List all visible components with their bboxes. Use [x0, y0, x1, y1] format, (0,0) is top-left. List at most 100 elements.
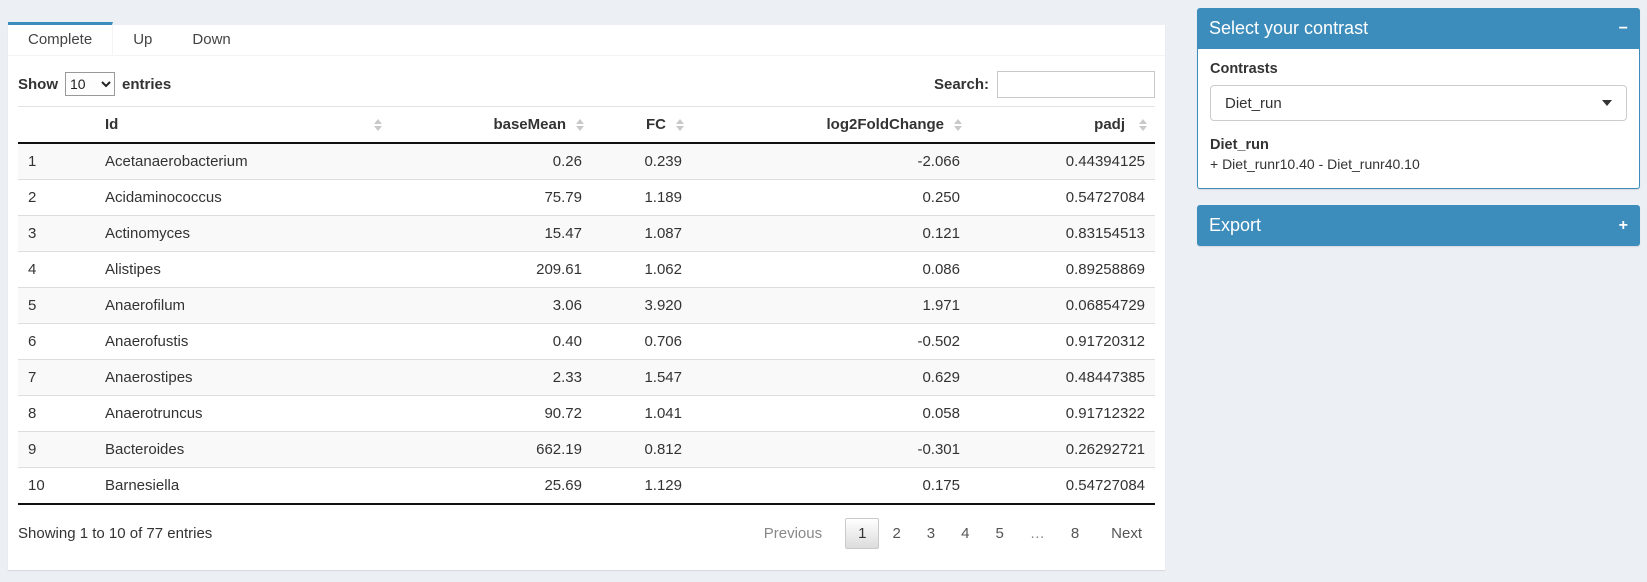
cell-padj: 0.91720312 — [970, 323, 1155, 360]
table-row: 3 Actinomyces 15.47 1.087 0.121 0.83154513 — [18, 215, 1155, 252]
page-button-1[interactable]: 1 — [845, 517, 880, 549]
cell-log2FoldChange: -2.066 — [917, 153, 960, 170]
row-number-cell: 8 — [18, 395, 95, 432]
contrast-box-body: Contrasts Diet_run Diet_run + Diet_runr1… — [1197, 49, 1640, 189]
cell-Id: Acetanaerobacterium — [105, 153, 248, 170]
row-number-cell: 4 — [18, 251, 95, 288]
cell-baseMean: 662.19 — [390, 431, 592, 468]
cell-FC: 3.920 — [592, 287, 692, 324]
search-label: Search: — [933, 75, 989, 93]
sort-icon — [374, 118, 382, 131]
cell-Id: Bacteroides — [95, 431, 390, 468]
cell-padj: 0.54727084 — [970, 179, 1155, 216]
table-row: 2 Acidaminococcus 75.79 1.189 0.250 0.5472708… — [18, 179, 1155, 216]
cell-Id: Anaerotruncus — [95, 395, 390, 432]
row-number-cell: 1 — [28, 153, 37, 170]
table-row: 4 Alistipes 209.61 1.062 0.086 0.89258869 — [18, 251, 1155, 288]
page-button-5[interactable]: 5 — [995, 524, 1004, 542]
cell-baseMean: 25.69 — [390, 467, 592, 504]
column-header-FC[interactable]: FC — [592, 106, 692, 144]
tab-bar: Complete Up Down — [8, 22, 1165, 56]
contrast-formula: + Diet_runr10.40 - Diet_runr40.10 — [1210, 156, 1420, 172]
cell-log2FoldChange: 0.250 — [692, 179, 970, 216]
collapse-plus-icon[interactable]: + — [1618, 216, 1628, 234]
contrast-name: Diet_run — [1210, 137, 1269, 153]
table-row: 6 Anaerofustis 0.40 0.706 -0.502 0.91720312 — [18, 323, 1155, 360]
table-body: 1 Acetanaerobacterium 0.26 0.239 -2.066 0.443… — [18, 143, 1155, 504]
cell-log2FoldChange: 0.121 — [692, 215, 970, 252]
cell-baseMean: 3.06 — [390, 287, 592, 324]
row-number-cell: 2 — [18, 179, 95, 216]
page-length-control: Show 10 entries — [18, 72, 171, 96]
table-info: Showing 1 to 10 of 77 entries — [18, 524, 213, 542]
row-number-cell: 3 — [18, 215, 95, 252]
cell-log2FoldChange: 0.629 — [692, 359, 970, 396]
column-header-baseMean[interactable]: baseMean — [390, 106, 592, 144]
cell-FC: 1.041 — [592, 395, 692, 432]
cell-FC: 1.129 — [592, 467, 692, 504]
cell-padj: 0.44394125 — [1065, 153, 1145, 170]
table-row: 9 Bacteroides 662.19 0.812 -0.301 0.26292721 — [18, 431, 1155, 468]
cell-baseMean: 75.79 — [390, 179, 592, 216]
cell-FC: 0.706 — [592, 323, 692, 360]
cell-baseMean: 0.40 — [390, 323, 592, 360]
cell-baseMean: 2.33 — [390, 359, 592, 396]
row-number-cell: 10 — [18, 467, 95, 504]
cell-padj: 0.06854729 — [970, 287, 1155, 324]
results-table: Id baseMean FC log2FoldChange padj 1 Acetanae… — [18, 106, 1155, 505]
page-button-2[interactable]: 2 — [892, 524, 901, 542]
page-length-select[interactable]: 10 — [65, 72, 115, 96]
search-control: Search: — [933, 70, 1155, 98]
cell-FC: 1.189 — [592, 179, 692, 216]
next-button[interactable]: Next — [1111, 524, 1142, 542]
cell-Id: Anaerofustis — [95, 323, 390, 360]
sort-icon — [676, 118, 684, 131]
page-button-4[interactable]: 4 — [961, 524, 970, 542]
contrast-select-value: Diet_run — [1225, 94, 1282, 112]
pagination: Previous 1 2 3 4 5 … 8 Next — [751, 517, 1155, 549]
column-header-Id[interactable]: Id — [95, 106, 390, 144]
table-panel: Show 10 entries Search: Id baseMean FC log2… — [8, 56, 1165, 553]
cell-Id: Actinomyces — [95, 215, 390, 252]
cell-baseMean: 15.47 — [390, 215, 592, 252]
cell-log2FoldChange: 1.971 — [692, 287, 970, 324]
cell-log2FoldChange: -0.502 — [692, 323, 970, 360]
cell-log2FoldChange: 0.175 — [692, 467, 970, 504]
row-number-cell: 7 — [18, 359, 95, 396]
column-header-log2FoldChange[interactable]: log2FoldChange — [692, 106, 970, 144]
sort-icon — [576, 118, 584, 131]
tab-down[interactable]: Down — [192, 31, 231, 48]
cell-padj: 0.91712322 — [970, 395, 1155, 432]
table-row: 5 Anaerofilum 3.06 3.920 1.971 0.06854729 — [18, 287, 1155, 324]
cell-FC: 1.547 — [592, 359, 692, 396]
page-button-3[interactable]: 3 — [926, 524, 936, 542]
cell-padj: 0.89258869 — [970, 251, 1155, 288]
collapse-minus-icon[interactable]: − — [1618, 19, 1628, 37]
cell-log2FoldChange: -0.301 — [692, 431, 970, 468]
cell-log2FoldChange: 0.086 — [692, 251, 970, 288]
cell-log2FoldChange: 0.058 — [692, 395, 970, 432]
column-header-padj[interactable]: padj — [970, 106, 1155, 144]
entries-label: entries — [122, 75, 172, 93]
sort-icon — [954, 118, 962, 131]
sort-icon — [1139, 118, 1147, 131]
row-number-cell: 9 — [18, 431, 95, 468]
tab-complete[interactable]: Complete — [8, 22, 114, 55]
contrast-select[interactable]: Diet_run — [1210, 85, 1627, 121]
prev-button: Previous — [763, 524, 823, 542]
cell-baseMean: 90.72 — [390, 395, 592, 432]
export-box-title: Export — [1209, 215, 1262, 235]
results-tabbox: Complete Up Down Show 10 entries Search:… — [8, 22, 1165, 570]
row-number-cell: 5 — [18, 287, 95, 324]
contrast-box-header: Select your contrast − — [1197, 8, 1640, 49]
table-row: 10 Barnesiella 25.69 1.129 0.175 0.54727084 — [18, 467, 1155, 504]
tab-up[interactable]: Up — [133, 31, 153, 48]
column-header-rownames — [18, 106, 95, 144]
row-number-cell: 6 — [18, 323, 95, 360]
cell-FC: 0.812 — [592, 431, 692, 468]
cell-Id: Alistipes — [95, 251, 390, 288]
page-button-8[interactable]: 8 — [1070, 524, 1080, 542]
table-row: 1 Acetanaerobacterium 0.26 0.239 -2.066 0.443… — [18, 143, 1155, 180]
search-input[interactable] — [997, 70, 1155, 98]
cell-FC: 1.062 — [592, 251, 692, 288]
